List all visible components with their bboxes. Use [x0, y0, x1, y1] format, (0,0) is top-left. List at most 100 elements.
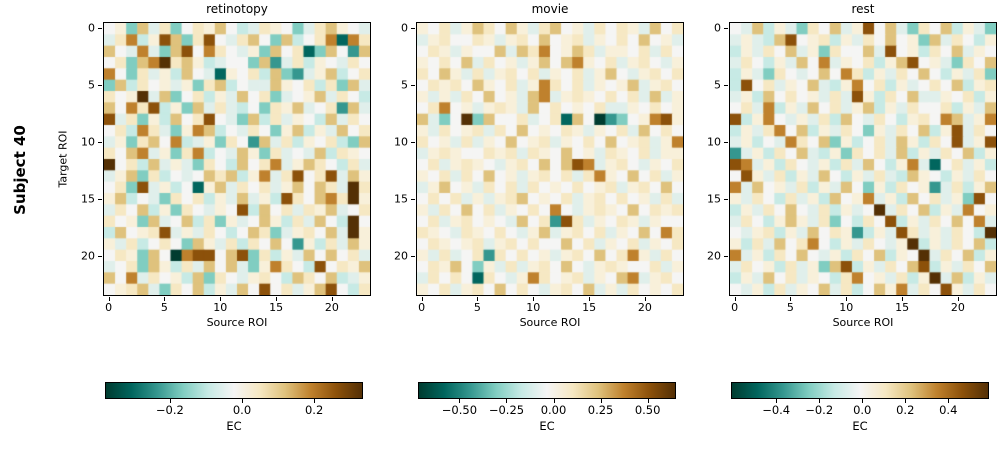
y-tick-label: 0: [88, 21, 95, 35]
x-tick-label: 15: [269, 301, 284, 314]
colorbar-tick-label: −0.4: [762, 403, 791, 417]
x-tick-mark: [331, 297, 333, 301]
y-tick-label: 0: [401, 21, 408, 35]
y-tick-label: 20: [394, 249, 408, 263]
colorbar-tick-label: 0.2: [896, 403, 915, 417]
panel-movie: movie 0 5 10 15 20 0 5 10 15 20 Source ROI −0.50−…: [376, 0, 696, 450]
y-tick-label: 5: [714, 78, 721, 92]
colorbar-tick-label: 0.00: [540, 403, 567, 417]
x-tick-mark: [644, 297, 646, 301]
x-tick-label: 5: [160, 301, 168, 314]
colorbar-tick-label: 0.2: [304, 403, 324, 417]
x-axis-label: Source ROI: [206, 316, 268, 329]
colorbar: [418, 382, 676, 399]
x-tick-label: 5: [473, 301, 481, 314]
colorbar-tick-mark: [862, 399, 864, 403]
x-tick-mark: [957, 297, 959, 301]
x-tick-mark: [790, 297, 792, 301]
colorbar-tick-mark: [553, 399, 555, 403]
panel-title: retinotopy: [206, 2, 268, 16]
x-tick-label: 0: [731, 301, 739, 314]
x-tick-mark: [276, 297, 278, 301]
y-tick-label: 0: [714, 21, 721, 35]
x-tick-label: 0: [418, 301, 426, 314]
y-tick-mark: [98, 84, 102, 86]
x-tick-mark: [220, 297, 222, 301]
colorbar-label: EC: [539, 419, 555, 433]
heatmap-axes: [729, 22, 997, 296]
colorbar-tick-label: −0.50: [441, 403, 478, 417]
x-tick-label: 20: [950, 301, 965, 314]
x-tick-label: 20: [637, 301, 652, 314]
colorbar-tick-mark: [948, 399, 950, 403]
colorbar-tick-mark: [819, 399, 821, 403]
colorbar-tick-label: 0.25: [587, 403, 614, 417]
x-tick-mark: [108, 297, 110, 301]
heatmap-canvas: [104, 23, 370, 295]
y-tick-mark: [98, 27, 102, 29]
x-axis-label: Source ROI: [832, 316, 894, 329]
colorbar-tick-label: −0.2: [155, 403, 184, 417]
y-tick-label: 20: [81, 249, 95, 263]
y-tick-mark: [98, 256, 102, 258]
y-tick-label: 15: [707, 192, 721, 206]
colorbar-tick-mark: [647, 399, 649, 403]
x-tick-label: 5: [786, 301, 794, 314]
panel-retinotopy: retinotopy 0 5 10 15 20 0 5 10 15 20 Source ROI −…: [63, 0, 383, 450]
y-tick-mark: [98, 141, 102, 143]
colorbar: [105, 382, 363, 399]
x-tick-label: 15: [895, 301, 910, 314]
y-tick-label: 15: [81, 192, 95, 206]
colorbar-tick-label: −0.2: [805, 403, 834, 417]
y-tick-mark: [411, 84, 415, 86]
colorbar-tick-mark: [905, 399, 907, 403]
x-tick-label: 10: [526, 301, 541, 314]
x-tick-mark: [421, 297, 423, 301]
x-tick-mark: [164, 297, 166, 301]
colorbar-tick-label: −0.25: [488, 403, 525, 417]
heatmap-canvas: [417, 23, 683, 295]
y-tick-mark: [411, 256, 415, 258]
heatmap-canvas: [730, 23, 996, 295]
y-tick-label: 10: [707, 135, 721, 149]
colorbar-tick-mark: [242, 399, 243, 403]
colorbar-tick-mark: [506, 399, 508, 403]
heatmap-axes: [416, 22, 684, 296]
y-tick-label: 5: [401, 78, 408, 92]
y-tick-mark: [724, 141, 728, 143]
colorbar-tick-label: 0.4: [939, 403, 958, 417]
colorbar-label: EC: [226, 419, 242, 433]
panel-title: rest: [851, 2, 875, 16]
x-tick-mark: [477, 297, 479, 301]
x-tick-mark: [734, 297, 736, 301]
colorbar-label: EC: [852, 419, 868, 433]
panel-title: movie: [531, 2, 569, 16]
panel-rest: rest 0 5 10 15 20 0 5 10 15 20 Source ROI −0.4 −0.…: [689, 0, 1004, 450]
colorbar-tick-label: 0.0: [853, 403, 872, 417]
y-tick-mark: [724, 256, 728, 258]
x-tick-label: 10: [839, 301, 854, 314]
colorbar-tick-mark: [459, 399, 461, 403]
x-tick-label: 20: [324, 301, 339, 314]
x-tick-label: 0: [105, 301, 113, 314]
colorbar-tick-label: 0.50: [634, 403, 661, 417]
y-tick-label: 15: [394, 192, 408, 206]
x-tick-mark: [589, 297, 591, 301]
y-tick-label: 5: [88, 78, 95, 92]
colorbar-tick-mark: [776, 399, 778, 403]
x-tick-label: 10: [213, 301, 228, 314]
y-tick-mark: [724, 198, 728, 200]
y-tick-mark: [98, 198, 102, 200]
y-tick-mark: [411, 198, 415, 200]
colorbar: [731, 382, 989, 399]
y-tick-mark: [411, 141, 415, 143]
colorbar-tick-mark: [314, 399, 316, 403]
x-tick-mark: [533, 297, 535, 301]
colorbar-tick-mark: [169, 399, 171, 403]
heatmap-axes: [103, 22, 371, 296]
y-tick-mark: [724, 27, 728, 29]
y-tick-mark: [724, 84, 728, 86]
colorbar-tick-label: 0.0: [232, 403, 252, 417]
y-tick-mark: [411, 27, 415, 29]
